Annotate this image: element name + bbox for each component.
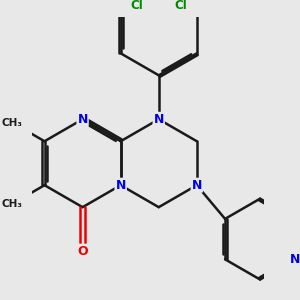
Text: Cl: Cl [130,0,143,12]
Text: Cl: Cl [175,0,187,12]
Text: O: O [77,244,88,258]
Text: N: N [77,113,88,126]
Text: CH₃: CH₃ [2,199,23,209]
Text: CH₃: CH₃ [2,118,23,128]
Text: N: N [290,253,300,266]
Text: N: N [116,179,126,192]
Text: N: N [192,179,202,192]
Text: N: N [154,113,164,126]
